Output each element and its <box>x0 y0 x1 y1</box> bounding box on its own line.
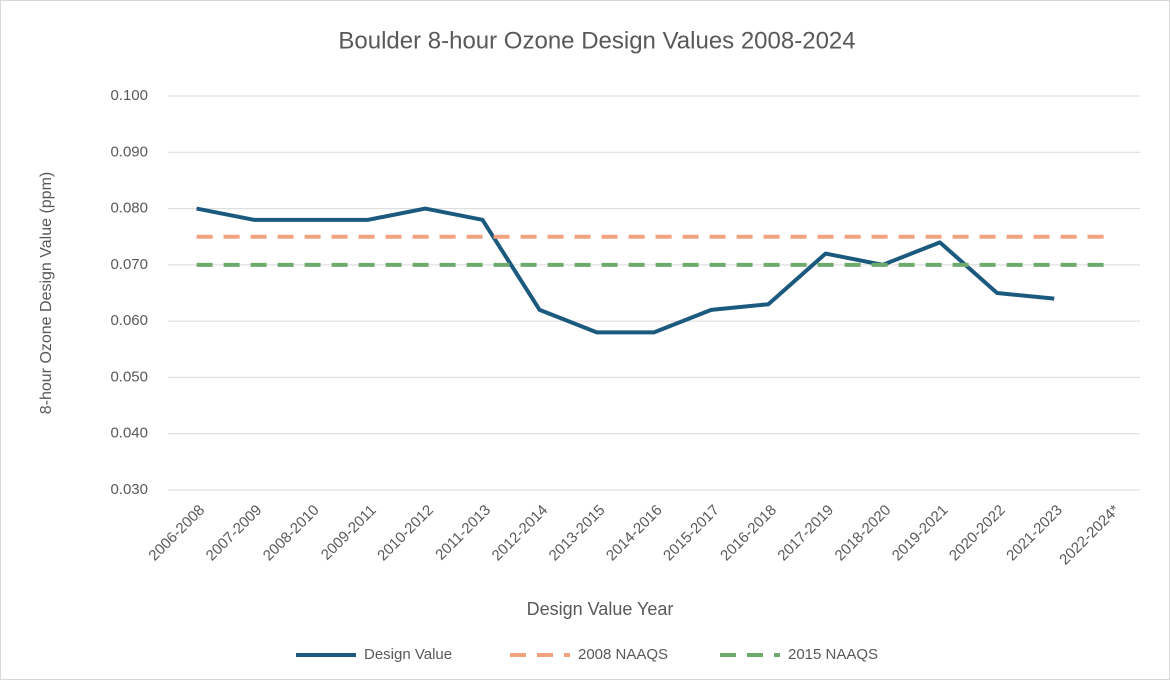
y-tick-label: 0.030 <box>110 481 148 498</box>
y-tick-label: 0.060 <box>110 312 148 329</box>
x-axis-title: Design Value Year <box>527 599 674 619</box>
series-line <box>196 206 1055 335</box>
legend-label: 2015 NAAQS <box>788 646 878 663</box>
y-tick-label: 0.050 <box>110 368 148 385</box>
chart-title: Boulder 8-hour Ozone Design Values 2008-… <box>338 27 855 54</box>
y-tick-label: 0.080 <box>110 200 148 217</box>
legend-label: 2008 NAAQS <box>578 646 668 663</box>
y-tick-label: 0.040 <box>110 425 148 442</box>
y-axis-title: 8-hour Ozone Design Value (ppm) <box>38 172 55 415</box>
legend-label: Design Value <box>364 646 452 663</box>
y-tick-label: 0.100 <box>110 87 148 104</box>
y-tick-label: 0.090 <box>110 143 148 160</box>
y-tick-label: 0.070 <box>110 256 148 273</box>
